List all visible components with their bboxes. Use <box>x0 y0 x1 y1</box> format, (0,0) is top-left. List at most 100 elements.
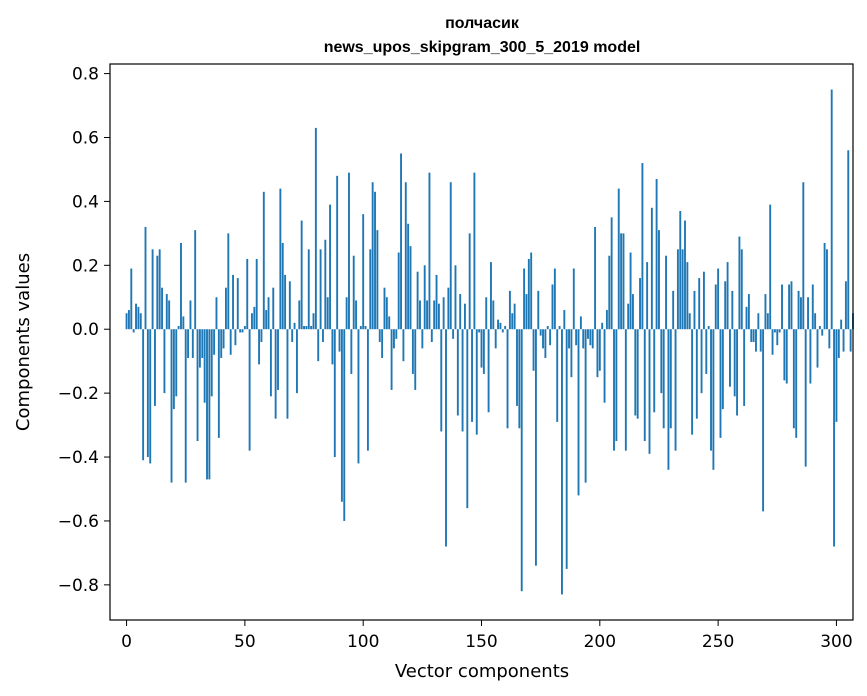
bar <box>447 287 450 330</box>
bar <box>702 271 705 330</box>
bar <box>622 233 625 330</box>
bar <box>352 255 355 330</box>
bar <box>546 326 549 330</box>
bar <box>168 300 171 330</box>
bar <box>241 329 244 333</box>
bar <box>807 297 809 330</box>
bar <box>492 300 495 330</box>
bar <box>350 329 353 374</box>
bar <box>480 329 483 368</box>
bar <box>679 210 682 330</box>
y-tick-label: 0.8 <box>72 65 99 85</box>
bar <box>693 290 696 330</box>
bar <box>830 89 833 330</box>
bar <box>456 329 459 416</box>
bar <box>674 329 677 451</box>
bar <box>752 329 755 342</box>
bar <box>407 223 410 330</box>
bar <box>201 329 204 358</box>
bar <box>504 326 507 330</box>
bar <box>139 313 142 330</box>
bar <box>688 313 691 330</box>
x-tick-label: 250 <box>702 632 734 652</box>
bar <box>631 294 634 330</box>
bar <box>494 329 497 349</box>
bar <box>340 329 343 502</box>
bar <box>471 329 473 422</box>
bar <box>395 329 398 339</box>
bar <box>324 239 327 330</box>
bar <box>842 329 845 352</box>
bar <box>281 242 284 330</box>
bar <box>463 303 466 330</box>
x-tick-label: 100 <box>347 632 379 652</box>
bar <box>844 281 847 330</box>
bar <box>511 313 514 330</box>
bar <box>312 313 315 330</box>
bar <box>177 326 180 330</box>
bar <box>821 329 824 336</box>
bar <box>558 326 561 330</box>
bar <box>601 322 604 330</box>
x-axis-label: Vector components <box>395 661 569 682</box>
bar <box>847 150 850 330</box>
bar <box>449 182 452 330</box>
bar <box>310 326 313 330</box>
bar <box>404 182 407 330</box>
bar <box>603 329 606 403</box>
bar <box>293 322 296 330</box>
bar <box>669 329 672 429</box>
y-tick-label: 0.6 <box>72 128 99 148</box>
bar <box>755 329 757 352</box>
bar <box>232 274 234 330</box>
bar <box>362 214 365 330</box>
bar <box>435 274 438 330</box>
bar <box>180 242 182 330</box>
bar <box>530 252 533 330</box>
bar <box>738 236 741 330</box>
bar <box>151 249 154 330</box>
bar <box>721 329 724 410</box>
bar <box>175 329 178 397</box>
bar <box>482 329 485 374</box>
bar <box>544 329 547 358</box>
bar <box>213 329 216 355</box>
bar <box>227 233 230 330</box>
bar <box>762 329 765 512</box>
bar <box>750 329 753 342</box>
bar <box>549 329 552 346</box>
bar <box>369 249 372 330</box>
bar <box>161 287 163 330</box>
bar <box>343 329 346 521</box>
bar <box>605 310 608 330</box>
bar <box>594 226 597 330</box>
x-tick-label: 300 <box>820 632 852 652</box>
bar <box>710 329 712 451</box>
bar <box>125 313 128 330</box>
bar <box>130 268 133 330</box>
bar <box>747 294 750 330</box>
bar <box>355 300 358 330</box>
bar <box>553 268 556 330</box>
bar <box>766 313 769 330</box>
bar <box>501 329 504 333</box>
bar <box>461 329 464 432</box>
bar <box>641 163 644 330</box>
bar <box>165 294 168 330</box>
bar <box>743 329 746 406</box>
bar <box>295 329 298 394</box>
bar <box>516 329 518 406</box>
bar <box>610 217 613 330</box>
bar <box>478 329 481 333</box>
bar <box>485 297 488 330</box>
bar <box>251 313 253 330</box>
y-tick-label: 0.2 <box>72 256 99 276</box>
bar <box>416 271 419 330</box>
bar <box>695 329 698 419</box>
x-axis-ticks: 0 50 100 150 200 250 300 <box>121 620 853 652</box>
x-tick-label: 200 <box>584 632 616 652</box>
bar <box>624 329 627 451</box>
bar <box>561 329 563 595</box>
bar <box>712 329 715 470</box>
bar <box>127 310 130 330</box>
